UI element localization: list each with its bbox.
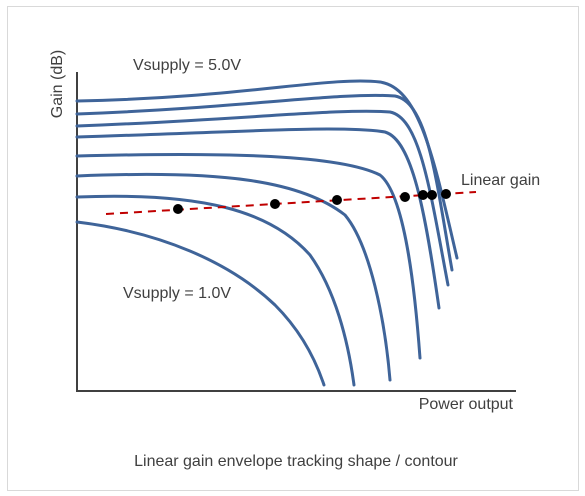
operating-point-4 [400, 192, 410, 202]
gain-curve-5 [75, 127, 441, 310]
operating-point-2 [270, 199, 280, 209]
operating-point-6 [427, 190, 437, 200]
operating-point-7 [441, 189, 451, 199]
bottom-curve-label: Vsupply = 1.0V [123, 285, 231, 302]
gain-curve-1 [75, 220, 326, 387]
operating-point-3 [332, 195, 342, 205]
caption: Linear gain envelope tracking shape / co… [134, 453, 458, 470]
gain-curve-4 [75, 152, 422, 360]
operating-point-5 [418, 190, 428, 200]
operating-points [173, 189, 451, 214]
gain-curves [75, 79, 459, 387]
gain-curve-3 [75, 172, 392, 382]
top-curve-label: Vsupply = 5.0V [133, 57, 241, 74]
gain-curve-7 [75, 93, 454, 272]
x-axis-label: Power output [419, 396, 514, 413]
gain-curve-2 [75, 194, 356, 387]
linear-gain-label: Linear gain [461, 172, 540, 189]
gain-curve-8 [75, 79, 459, 260]
linear-gain-line [105, 191, 477, 215]
y-axis-label: Gain (dB) [49, 50, 66, 118]
operating-point-1 [173, 204, 183, 214]
